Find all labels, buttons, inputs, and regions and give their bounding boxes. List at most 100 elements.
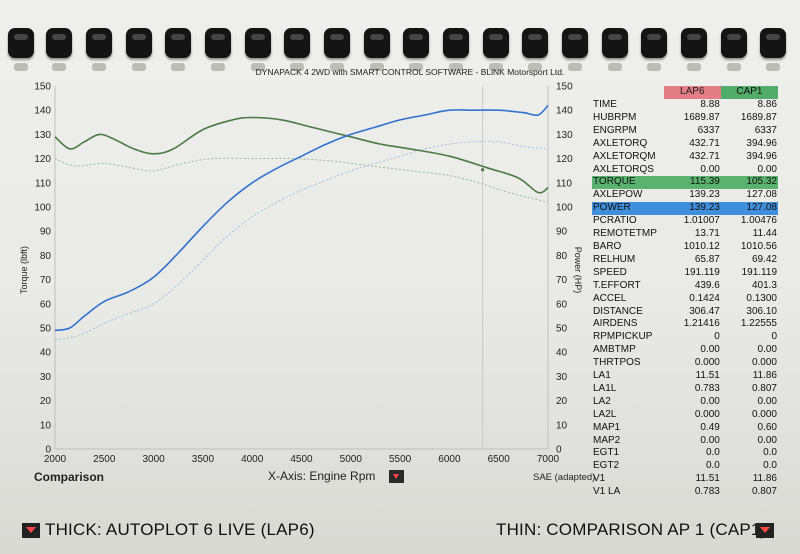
- channel-name: V1: [593, 473, 606, 485]
- binding-ring: [681, 28, 707, 58]
- table-row: LA1L 0.783 0.807: [592, 383, 778, 396]
- table-header-blank: [592, 86, 664, 99]
- table-row: AXLEPOW 139.23 127.08: [592, 189, 778, 202]
- lap6-value: 13.71: [694, 228, 720, 240]
- channel-name: LA1: [593, 370, 611, 382]
- lap6-value: 0.00: [700, 344, 720, 356]
- channel-name: LA2L: [593, 408, 617, 420]
- x-axis-dropdown-button[interactable]: [389, 470, 404, 483]
- punch-hole: [92, 63, 106, 71]
- binding-ring: [46, 28, 72, 58]
- table-row: AXLETORQM 432.71 394.96: [592, 151, 778, 164]
- binding-ring: [602, 28, 628, 58]
- table-row: DISTANCE 306.47 306.10: [592, 306, 778, 319]
- channel-name: TORQUE: [592, 176, 664, 190]
- table-row: V1 LA 0.783 0.807: [592, 486, 778, 499]
- y-tick-label-left: 50: [40, 324, 52, 335]
- punch-hole: [171, 63, 185, 71]
- y-tick-label-left: 150: [34, 82, 51, 93]
- channel-name: THRTPOS: [593, 357, 641, 369]
- binding-ring: [86, 28, 112, 58]
- y-tick-label-right: 140: [556, 106, 573, 117]
- power-line-lap6: [54, 104, 549, 332]
- y-tick-label-right: 120: [556, 154, 573, 165]
- binding-ring: [403, 28, 429, 58]
- y-tick-label-left: 120: [34, 154, 51, 165]
- x-tick-label: 2000: [44, 454, 67, 465]
- lap6-value: 306.47: [689, 305, 720, 317]
- lap6-value: 11.51: [695, 473, 720, 485]
- channel-name: AXLEPOW: [593, 189, 643, 201]
- cap1-value: 0.0: [763, 447, 777, 459]
- channel-name: REMOTETMP: [593, 228, 657, 240]
- y-tick-label-right: 30: [556, 372, 568, 383]
- cap1-value: 0.000: [751, 357, 777, 369]
- y-tick-label-left: 0: [45, 445, 51, 456]
- channel-name: T.EFFORT: [593, 279, 641, 291]
- sae-correction-label: SAE (adapted): [533, 472, 596, 483]
- y-tick-label-left: 100: [34, 203, 51, 214]
- table-row: V1 11.51 11.86: [592, 473, 778, 486]
- cap1-value: 0.00: [757, 434, 777, 446]
- y-tick-label-right: 20: [556, 396, 568, 407]
- punch-hole: [727, 63, 741, 71]
- binding-ring: [562, 28, 588, 58]
- punch-hole: [52, 63, 66, 71]
- thin-series-label: THIN: COMPARISON AP 1 (CAP1): [496, 520, 767, 539]
- x-tick-label: 3500: [192, 454, 215, 465]
- cursor-marker: [481, 168, 485, 172]
- lap6-value: 0.0: [705, 460, 720, 472]
- table-row: MAP2 0.00 0.00: [592, 435, 778, 448]
- binding-ring: [443, 28, 469, 58]
- lap6-value: 0.000: [694, 357, 720, 369]
- table-row: TIME 8.88 8.86: [592, 99, 778, 112]
- torque-line-lap6: [54, 116, 549, 194]
- cap1-value: 6337: [754, 124, 777, 136]
- binding-ring: [483, 28, 509, 58]
- table-row: AMBTMP 0.00 0.00: [592, 344, 778, 357]
- y-tick-label-right: 100: [556, 203, 573, 214]
- cap1-value: 127.08: [746, 189, 777, 201]
- binding-ring: [760, 28, 786, 58]
- lap6-value: 115.39: [663, 176, 721, 190]
- punch-hole: [370, 63, 384, 71]
- cap1-value: 0.60: [757, 421, 777, 433]
- cap1-column-header[interactable]: CAP1: [720, 86, 778, 99]
- lap6-value: 1.21416: [683, 318, 720, 330]
- x-tick-label: 3000: [142, 454, 165, 465]
- y-tick-label-left: 60: [40, 299, 52, 310]
- table-row: TORQUE 115.39 105.32: [592, 176, 778, 190]
- punch-hole: [489, 63, 503, 71]
- channel-name: AIRDENS: [593, 318, 638, 330]
- y-tick-label-right: 80: [556, 251, 568, 262]
- thin-series-dropdown-button[interactable]: [756, 523, 774, 538]
- channel-name: AMBTMP: [593, 344, 636, 356]
- cap1-value: 1689.87: [740, 111, 777, 123]
- table-row: ACCEL 0.1424 0.1300: [592, 293, 778, 306]
- channel-name: DISTANCE: [593, 305, 643, 317]
- binding-ring: [324, 28, 350, 58]
- y-tick-label-right: 70: [556, 275, 568, 286]
- x-tick-label: 2500: [93, 454, 116, 465]
- table-row: POWER 139.23 127.08: [592, 202, 778, 216]
- spiral-binding: [0, 28, 800, 71]
- lap6-value: 65.87: [694, 253, 720, 265]
- punch-hole: [14, 63, 28, 71]
- chart-frame: [54, 86, 549, 450]
- lap6-column-header[interactable]: LAP6: [663, 86, 721, 99]
- y-tick-label-left: 130: [34, 130, 51, 141]
- table-row: THRTPOS 0.000 0.000: [592, 357, 778, 370]
- table-row: REMOTETMP 13.71 11.44: [592, 228, 778, 241]
- cap1-value: 11.86: [752, 473, 777, 485]
- chart-series: [54, 104, 549, 341]
- y-axis-label-right: Power (HP): [573, 247, 583, 294]
- lap6-value: 439.6: [694, 279, 720, 291]
- punch-hole: [330, 63, 344, 71]
- lap6-value: 1689.87: [683, 111, 720, 123]
- binding-ring: [245, 28, 271, 58]
- lap6-value: 0: [714, 331, 720, 343]
- channel-name: AXLETORQS: [593, 163, 654, 175]
- thick-series-dropdown-button[interactable]: [22, 523, 40, 538]
- cap1-value: 394.96: [746, 150, 777, 162]
